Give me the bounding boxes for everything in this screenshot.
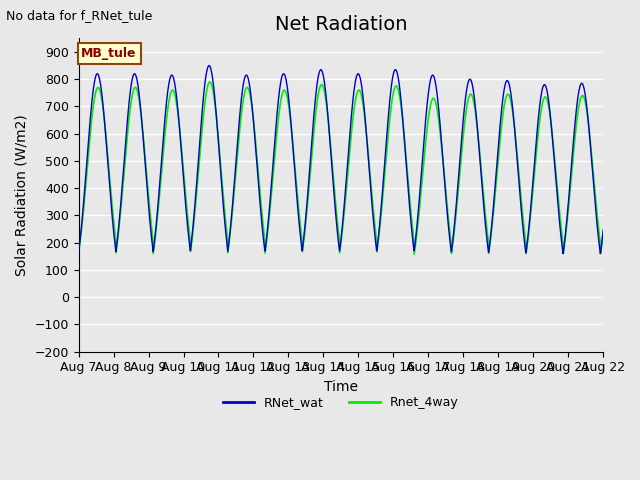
Legend: RNet_wat, Rnet_4way: RNet_wat, Rnet_4way (218, 391, 464, 414)
X-axis label: Time: Time (324, 380, 358, 394)
Text: MB_tule: MB_tule (81, 47, 137, 60)
Text: No data for f_RNet_tule: No data for f_RNet_tule (6, 9, 153, 22)
Y-axis label: Solar Radiation (W/m2): Solar Radiation (W/m2) (15, 114, 29, 276)
Title: Net Radiation: Net Radiation (275, 15, 407, 34)
